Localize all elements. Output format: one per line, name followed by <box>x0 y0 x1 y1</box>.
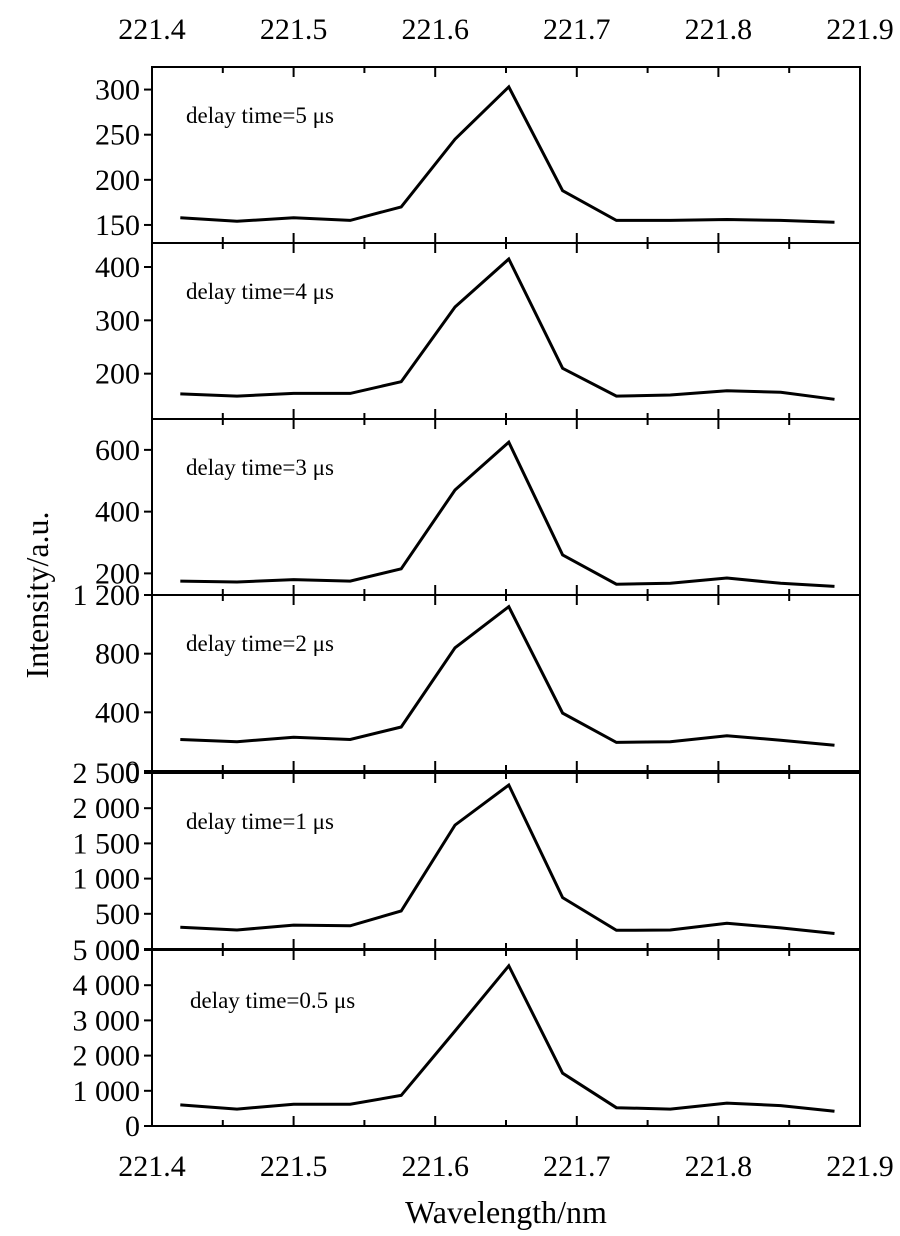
spectrum-line <box>180 963 835 1113</box>
spectrum-line <box>180 439 835 588</box>
x-tick-label-bottom: 221.7 <box>543 1150 611 1183</box>
y-tick-label: 0 <box>125 1110 140 1143</box>
y-tick-label: 2 000 <box>73 792 141 825</box>
x-tick-label-bottom: 221.5 <box>260 1150 328 1183</box>
y-tick-label: 400 <box>95 251 140 284</box>
y-axis-title: Intensity/a.u. <box>19 511 55 678</box>
panel-frame <box>151 594 861 772</box>
spectrum-line <box>180 604 835 747</box>
spectrum-line <box>180 782 835 935</box>
y-tick-label: 4 000 <box>73 969 141 1002</box>
panel-2: 200 300 400 delay time=4 μs <box>95 242 861 420</box>
delay-time-label: delay time=4 μs <box>186 279 334 304</box>
y-tick-label: 2 000 <box>73 1040 141 1073</box>
y-tick-label: 300 <box>95 304 140 337</box>
spectrum-line <box>180 256 835 401</box>
y-tick-label: 800 <box>95 638 140 671</box>
y-tick-label: 400 <box>95 696 140 729</box>
delay-time-label: delay time=5 μs <box>186 103 334 128</box>
y-tick-label: 1 000 <box>73 863 141 896</box>
y-tick-label: 2 500 <box>73 757 141 790</box>
panels-layer: 150 200 250 300 delay time=5 μs 200 300 400 dela… <box>73 66 861 1143</box>
y-tick-label: 500 <box>95 898 140 931</box>
y-tick-label: 150 <box>95 209 140 242</box>
x-tick-label-bottom: 221.4 <box>118 1150 186 1183</box>
y-tick-label: 300 <box>95 74 140 107</box>
y-tick-label: 200 <box>95 164 140 197</box>
x-tick-label-bottom: 221.9 <box>826 1150 894 1183</box>
delay-time-label: delay time=0.5 μs <box>190 988 355 1013</box>
y-tick-label: 400 <box>95 496 140 529</box>
x-tick-label-top: 221.4 <box>118 13 186 46</box>
y-tick-label: 250 <box>95 119 140 152</box>
y-tick-label: 3 000 <box>73 1004 141 1037</box>
y-tick-label: 200 <box>95 557 140 590</box>
x-tick-label-top: 221.7 <box>543 13 611 46</box>
panel-3: 200 400 600 delay time=3 μs <box>95 418 861 596</box>
x-tick-label-bottom: 221.8 <box>685 1150 753 1183</box>
y-tick-label: 5 000 <box>73 934 141 967</box>
panel-1: 150 200 250 300 delay time=5 μs <box>95 66 861 244</box>
panel-4: 0 400 800 1 200 delay time=2 μs <box>73 579 861 788</box>
delay-time-label: delay time=2 μs <box>186 631 334 656</box>
panel-frame <box>151 949 861 1127</box>
y-tick-label: 0 <box>125 933 140 966</box>
y-tick-label: 1 500 <box>73 827 141 860</box>
y-tick-label: 0 <box>125 755 140 788</box>
y-tick-label: 200 <box>95 358 140 391</box>
delay-time-label: delay time=1 μs <box>186 809 334 834</box>
panel-frame <box>151 66 861 244</box>
panel-frame <box>151 772 861 950</box>
x-axis-title: Wavelength/nm <box>405 1194 607 1230</box>
x-axis-layer: 221.4 221.4 221.5 221.5 221.6 221.6 221.7 221.7… <box>118 13 894 1183</box>
spectrum-line <box>180 84 835 224</box>
y-tick-label: 1 000 <box>73 1075 141 1108</box>
x-tick-label-top: 221.5 <box>260 13 328 46</box>
x-tick-label-bottom: 221.6 <box>401 1150 469 1183</box>
x-tick-label-top: 221.6 <box>401 13 469 46</box>
x-tick-label-top: 221.9 <box>826 13 894 46</box>
y-tick-label: 600 <box>95 434 140 467</box>
y-tick-label: 1 200 <box>73 579 141 612</box>
delay-time-label: delay time=3 μs <box>186 455 334 480</box>
x-tick-label-top: 221.8 <box>685 13 753 46</box>
